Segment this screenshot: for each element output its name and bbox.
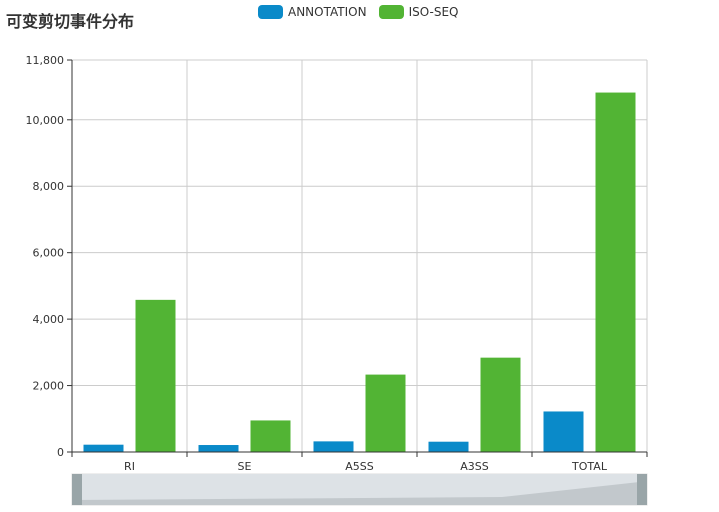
bar-annotation-ri[interactable] [83, 444, 124, 452]
bar-iso-seq-a3ss[interactable] [480, 357, 521, 452]
legend-label-iso-seq: ISO-SEQ [408, 5, 459, 19]
x-tick-label-total: TOTAL [571, 460, 608, 473]
bar-iso-seq-se[interactable] [250, 420, 291, 452]
bar-annotation-a5ss[interactable] [313, 441, 354, 452]
bar-annotation-total[interactable] [543, 411, 584, 452]
x-tick-label-se: SE [238, 460, 252, 473]
legend: ANNOTATION ISO-SEQ [258, 5, 459, 19]
y-tick-label: 0 [57, 446, 64, 459]
y-tick-label: 2,000 [33, 380, 65, 393]
y-tick-label: 4,000 [33, 313, 65, 326]
y-tick-label: 6,000 [33, 247, 65, 260]
legend-item-iso-seq[interactable]: ISO-SEQ [378, 5, 459, 19]
y-tick-label: 8,000 [33, 180, 65, 193]
bar-annotation-a3ss[interactable] [428, 441, 469, 452]
bar-annotation-se[interactable] [198, 445, 239, 452]
chart-title: 可变剪切事件分布 [6, 12, 135, 31]
x-tick-label-ri: RI [124, 460, 135, 473]
bar-iso-seq-total[interactable] [595, 92, 636, 452]
datazoom-handle-left[interactable] [72, 474, 82, 505]
bar-iso-seq-ri[interactable] [135, 299, 176, 452]
y-tick-label: 11,800 [26, 54, 65, 67]
datazoom-handle-right[interactable] [637, 474, 647, 505]
y-tick-label: 10,000 [26, 114, 65, 127]
legend-label-annotation: ANNOTATION [288, 5, 367, 19]
legend-item-annotation[interactable]: ANNOTATION [258, 5, 367, 19]
x-tick-label-a3ss: A3SS [460, 460, 489, 473]
legend-swatch-iso-seq [378, 5, 404, 19]
datazoom-preview-shape [72, 474, 647, 505]
legend-swatch-annotation [258, 5, 283, 19]
x-tick-label-a5ss: A5SS [345, 460, 374, 473]
bar-iso-seq-a5ss[interactable] [365, 374, 406, 452]
